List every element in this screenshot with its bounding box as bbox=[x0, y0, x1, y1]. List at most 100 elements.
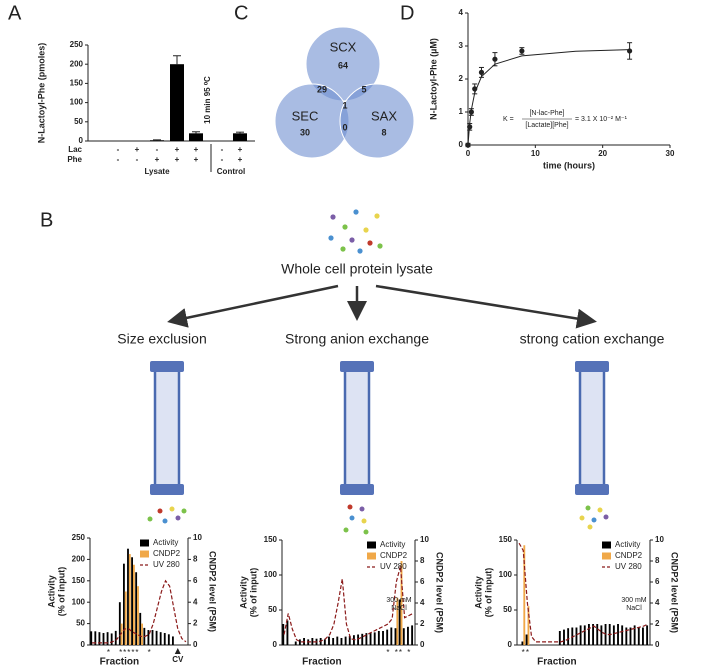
y-axis-label: N-Lactoyl-Phe (pmoles) bbox=[36, 43, 46, 144]
y-tick-label: 6 bbox=[193, 576, 198, 585]
bar bbox=[563, 629, 565, 645]
bar bbox=[150, 140, 164, 141]
legend-swatch bbox=[140, 550, 149, 558]
y2-axis-label: CNDP2 level (PSM) bbox=[208, 551, 218, 632]
legend-label: CNDP2 bbox=[380, 551, 408, 560]
venn-count: 64 bbox=[338, 60, 348, 70]
y-tick-label: 250 bbox=[72, 533, 86, 542]
bar bbox=[558, 631, 561, 645]
bar bbox=[587, 624, 590, 645]
bar bbox=[137, 586, 139, 645]
bar bbox=[579, 625, 582, 645]
fraction-mark: * bbox=[135, 648, 138, 657]
bar bbox=[159, 632, 162, 645]
bar bbox=[110, 633, 113, 645]
data-point bbox=[519, 48, 525, 54]
bar bbox=[170, 64, 184, 141]
legend-label: Activity bbox=[153, 538, 178, 547]
bar bbox=[407, 626, 409, 645]
legend-swatch bbox=[367, 552, 376, 560]
x-tick-label: 0 bbox=[466, 149, 471, 158]
bar bbox=[344, 636, 347, 645]
bar bbox=[567, 628, 570, 645]
venn-set-label: SCX bbox=[330, 39, 357, 54]
annotation: NaCl bbox=[626, 605, 642, 612]
y-tick-label: 10 bbox=[193, 533, 202, 542]
uv-trace bbox=[92, 579, 187, 644]
data-point bbox=[472, 86, 478, 92]
y-tick-label: 0 bbox=[508, 640, 513, 649]
condition-sign: + bbox=[238, 155, 243, 164]
y-tick-label: 150 bbox=[264, 535, 278, 544]
method-title: Size exclusion bbox=[117, 331, 207, 347]
legend-swatch bbox=[602, 552, 611, 560]
bar bbox=[525, 634, 528, 645]
legend-swatch bbox=[602, 541, 611, 549]
bar bbox=[400, 561, 403, 645]
venn-count: 1 bbox=[342, 100, 347, 110]
panel-label: C bbox=[234, 2, 248, 24]
bar bbox=[394, 628, 397, 645]
panel-label: D bbox=[400, 2, 414, 24]
column bbox=[340, 361, 374, 495]
venn-count: 0 bbox=[342, 122, 347, 132]
annotation: 300 mM bbox=[386, 597, 411, 604]
condition-sign: + bbox=[194, 145, 199, 154]
bar bbox=[629, 627, 632, 645]
y-tick-label: 2 bbox=[655, 619, 660, 628]
bar bbox=[642, 627, 644, 645]
bar bbox=[386, 629, 389, 645]
bar bbox=[141, 623, 144, 645]
annotation: 10 min 95 ⁰C bbox=[203, 76, 212, 124]
bar bbox=[633, 625, 636, 645]
bar bbox=[94, 631, 97, 645]
legend-label: UV 280 bbox=[380, 562, 407, 571]
y-tick-label: 10 bbox=[420, 535, 429, 544]
y-tick-label: 0 bbox=[459, 140, 464, 149]
data-point bbox=[468, 109, 474, 115]
bar bbox=[521, 641, 524, 645]
y-tick-label: 10 bbox=[655, 535, 664, 544]
y-tick-label: 100 bbox=[70, 98, 84, 107]
y-tick-label: 6 bbox=[655, 577, 660, 586]
bar bbox=[233, 133, 247, 141]
bar bbox=[625, 627, 628, 645]
condition-sign: - bbox=[117, 145, 120, 154]
y-tick-label: 250 bbox=[70, 40, 84, 49]
fraction-mark: * bbox=[395, 648, 398, 657]
lysate-dots bbox=[328, 209, 383, 254]
bar bbox=[114, 630, 117, 645]
fraction-mark: * bbox=[399, 648, 402, 657]
x-tick-label: 10 bbox=[531, 149, 540, 158]
bar bbox=[151, 630, 154, 645]
y-tick-label: 8 bbox=[420, 556, 425, 565]
bar bbox=[369, 632, 372, 645]
panel-label: B bbox=[40, 209, 53, 231]
y-tick-label: 100 bbox=[72, 597, 86, 606]
condition-name: Phe bbox=[67, 155, 82, 164]
bar bbox=[377, 631, 380, 645]
bar bbox=[127, 548, 129, 645]
bar bbox=[135, 572, 138, 645]
bar bbox=[323, 639, 326, 645]
bar bbox=[102, 633, 105, 645]
fraction-mark: * bbox=[148, 648, 151, 657]
equation: = 3.1 X 10⁻² M⁻¹ bbox=[575, 116, 628, 123]
bar bbox=[122, 563, 125, 645]
y-axis-label: Activity bbox=[473, 576, 483, 609]
x-axis-label: Fraction bbox=[302, 657, 341, 668]
venn-set bbox=[339, 83, 415, 159]
arrows bbox=[167, 284, 597, 329]
bar bbox=[298, 639, 301, 645]
legend-swatch bbox=[140, 539, 149, 547]
bar bbox=[147, 630, 150, 645]
fraction-mark: * bbox=[526, 648, 529, 657]
bar bbox=[373, 632, 376, 645]
uv-trace bbox=[283, 566, 414, 643]
condition-sign: + bbox=[175, 155, 180, 164]
condition-sign: + bbox=[135, 145, 140, 154]
bar bbox=[336, 636, 339, 645]
fraction-mark: * bbox=[131, 648, 134, 657]
data-point bbox=[478, 69, 485, 75]
bar bbox=[357, 634, 360, 645]
